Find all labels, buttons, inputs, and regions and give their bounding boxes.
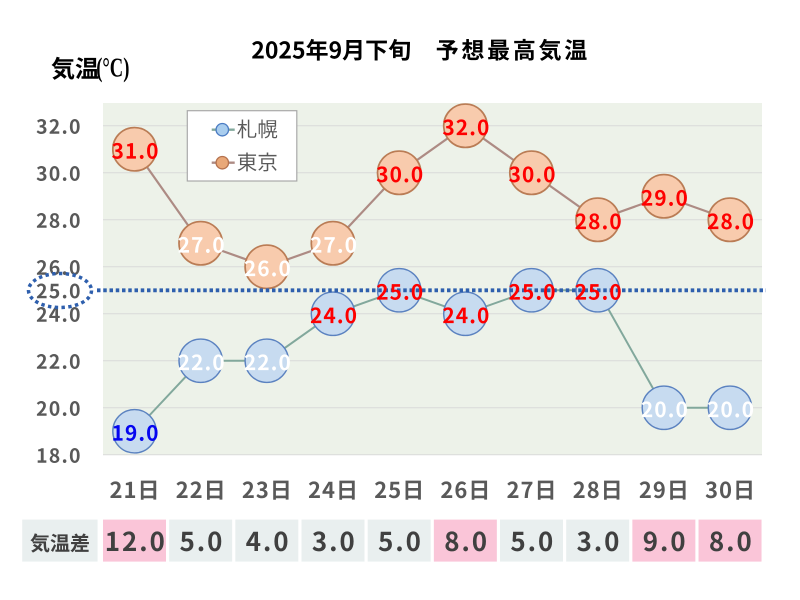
svg-text:(°C): (°C)	[96, 53, 129, 83]
